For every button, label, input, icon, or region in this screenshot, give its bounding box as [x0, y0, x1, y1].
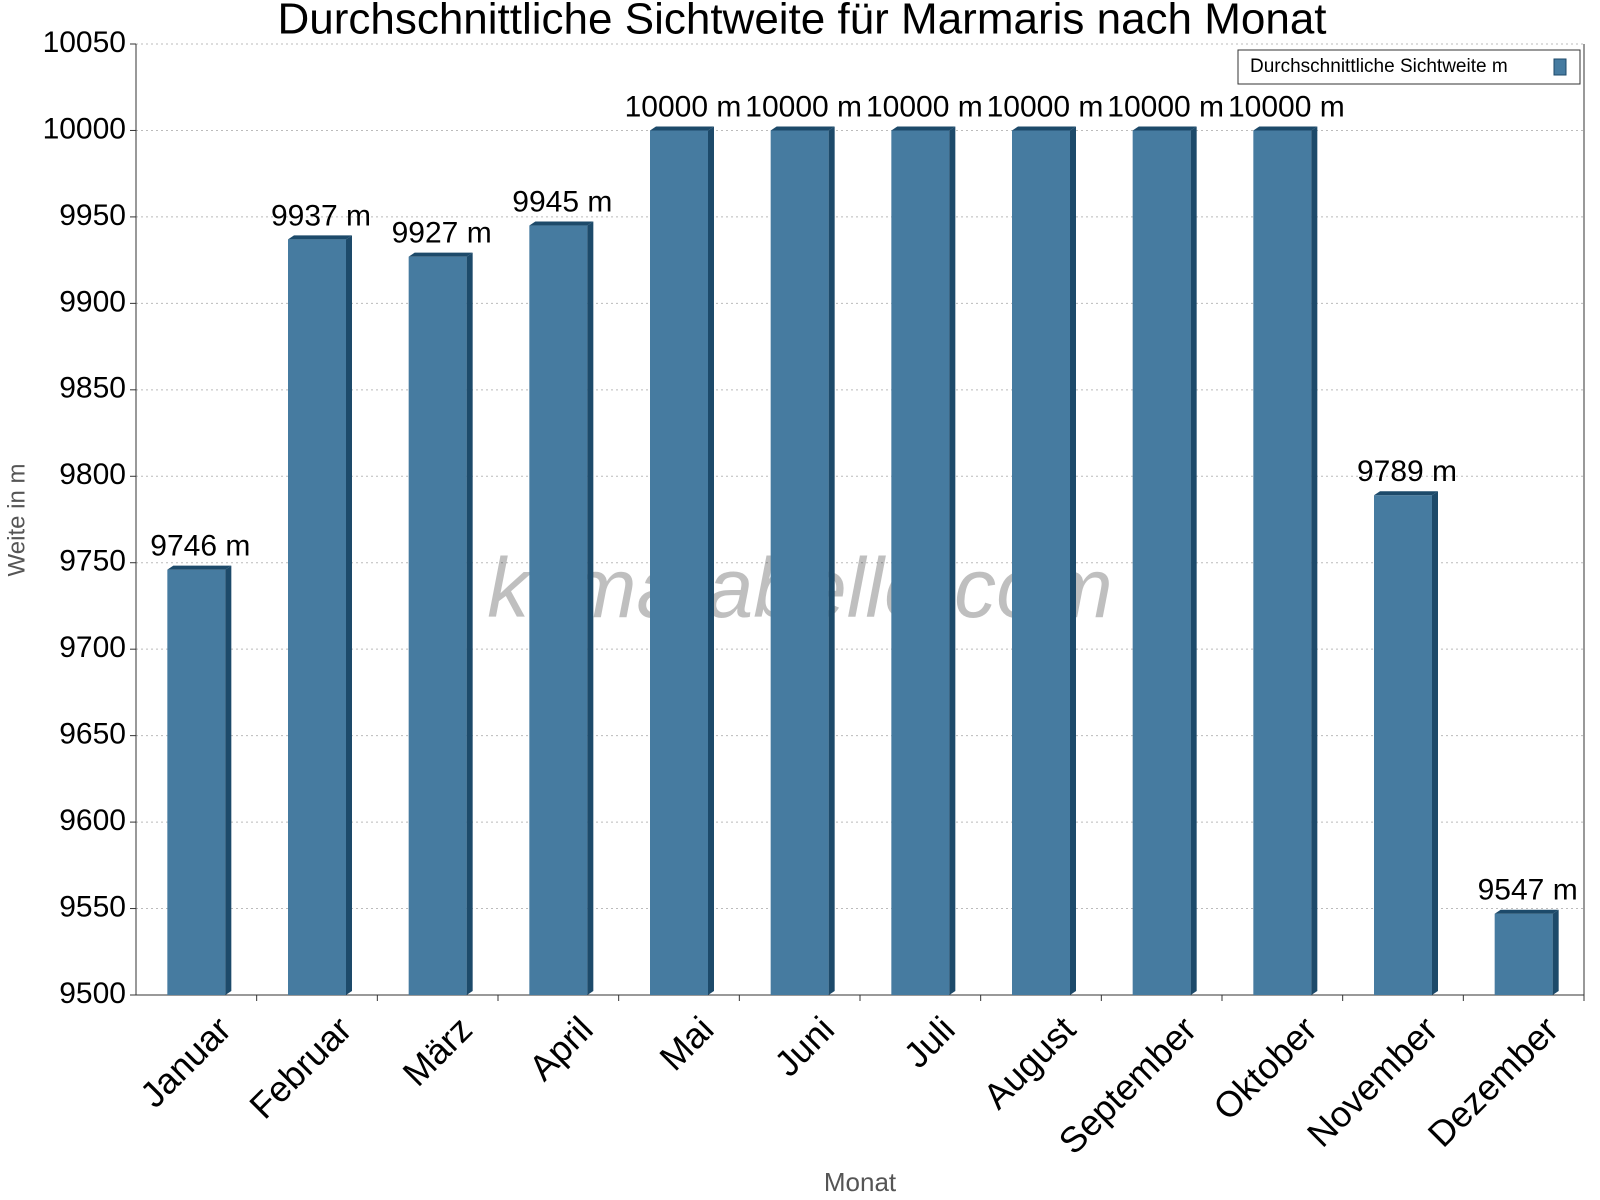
bar-side — [1190, 126, 1197, 996]
bar-top — [650, 126, 714, 131]
bar-front — [1012, 130, 1070, 996]
bar-top — [1132, 126, 1197, 131]
bar-side — [587, 221, 594, 995]
y-tick-label: 10050 — [43, 26, 126, 59]
bar-side — [1432, 491, 1438, 995]
bar — [1253, 126, 1318, 996]
bar-top — [1253, 126, 1318, 131]
bar-front — [1132, 130, 1191, 996]
bar-side — [346, 235, 352, 995]
x-tick-label: März — [394, 1008, 480, 1094]
bar-side — [1070, 126, 1076, 996]
value-label: 9547 m — [1478, 874, 1578, 907]
bar — [1374, 491, 1438, 995]
bar-top — [1012, 126, 1076, 131]
bar-top — [770, 126, 835, 131]
y-tick-label: 10000 — [43, 112, 126, 145]
y-tick-label: 9550 — [59, 890, 126, 923]
bar — [408, 252, 473, 996]
bar-front — [1494, 913, 1553, 995]
y-tick-label: 9500 — [59, 977, 126, 1010]
y-tick-label: 9900 — [59, 285, 126, 318]
value-label: 9945 m — [512, 185, 612, 218]
bar-front — [408, 256, 467, 995]
value-label: 10000 m — [987, 90, 1104, 123]
bar-front — [288, 239, 346, 995]
bar-side — [466, 252, 473, 996]
x-tick-label: Juni — [766, 1008, 842, 1084]
value-label: 9927 m — [392, 217, 492, 250]
bar-top — [408, 252, 473, 257]
bar-top — [288, 235, 352, 240]
bar-front — [1253, 130, 1312, 996]
value-label: 10000 m — [745, 90, 862, 123]
bar — [1494, 909, 1559, 995]
bar-side — [1311, 126, 1318, 996]
y-tick-label: 9650 — [59, 718, 126, 751]
bar-front — [167, 569, 226, 995]
bar-top — [1494, 909, 1559, 914]
value-label: 10000 m — [1107, 90, 1224, 123]
legend-label: Durchschnittliche Sichtweite m — [1250, 56, 1508, 77]
y-tick-label: 9750 — [59, 545, 126, 578]
y-axis-label: Weite in m — [3, 464, 30, 577]
value-label: 10000 m — [625, 90, 742, 123]
bar-side — [225, 565, 232, 995]
y-tick-label: 9600 — [59, 804, 126, 837]
x-tick-label: Februar — [241, 1008, 359, 1126]
x-tick-label: Mai — [651, 1008, 721, 1078]
y-tick-label: 9800 — [59, 458, 126, 491]
legend-box — [1237, 49, 1581, 85]
value-label: 9746 m — [150, 530, 250, 563]
bar — [891, 126, 956, 996]
x-tick-label: April — [521, 1008, 601, 1088]
x-tick-label: August — [975, 1008, 1083, 1116]
x-tick-label: Juli — [896, 1008, 963, 1075]
bar-top — [891, 126, 956, 131]
bar — [1132, 126, 1197, 996]
y-tick-label: 9950 — [59, 199, 126, 232]
chart-title: Durchschnittliche Sichtweite für Marmari… — [277, 0, 1326, 44]
x-axis-label: Monat — [824, 1167, 897, 1197]
x-tick-label: Dezember — [1420, 1008, 1566, 1154]
bar-side — [949, 126, 956, 996]
x-tick-label: November — [1299, 1008, 1445, 1154]
bar — [1012, 126, 1076, 996]
bar — [288, 235, 352, 995]
bar-front — [529, 225, 588, 995]
bar — [650, 126, 714, 996]
bar — [529, 221, 594, 995]
bar-front — [1374, 495, 1432, 995]
bar — [167, 565, 232, 995]
bar-side — [1552, 909, 1559, 995]
value-label: 10000 m — [1228, 90, 1345, 123]
legend-swatch — [1553, 58, 1567, 76]
bar-front — [770, 130, 829, 996]
bar-top — [1374, 491, 1438, 496]
bar-front — [891, 130, 950, 996]
bar — [770, 126, 835, 996]
bar-top — [529, 221, 594, 226]
x-tick-label: Januar — [132, 1008, 239, 1115]
value-label: 10000 m — [866, 90, 983, 123]
value-label: 9789 m — [1357, 455, 1457, 488]
value-label: 9937 m — [271, 199, 371, 232]
bar-top — [167, 565, 232, 570]
y-tick-label: 9850 — [59, 372, 126, 405]
bar-side — [828, 126, 835, 996]
y-tick-label: 9700 — [59, 631, 126, 664]
x-tick-label: Oktober — [1205, 1008, 1325, 1128]
bar-front — [650, 130, 708, 996]
bar-side — [708, 126, 714, 996]
